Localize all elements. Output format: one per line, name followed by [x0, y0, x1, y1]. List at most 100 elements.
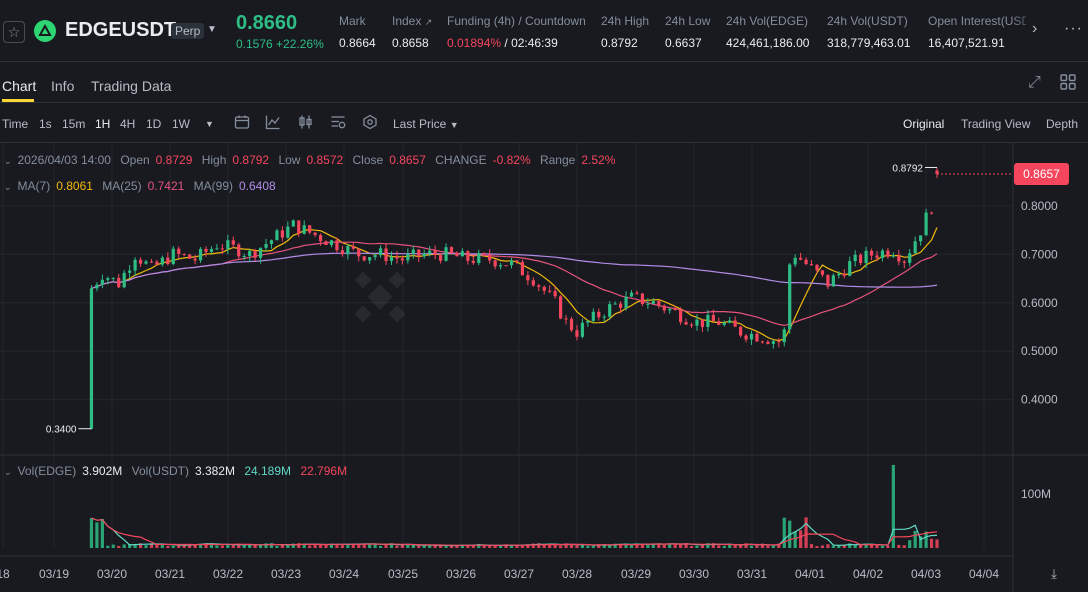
- candle-body-65: [444, 247, 448, 261]
- candle-body-137: [837, 273, 841, 276]
- ohlc-legend: ⌄ 2026/04/03 14:00 Open 0.8729 High 0.8792 …: [4, 153, 621, 167]
- volume-bar-7: [128, 543, 132, 548]
- symbol-dropdown-chevron-down-icon[interactable]: ▼: [207, 24, 217, 35]
- volume-bar-63: [433, 545, 437, 548]
- view-original[interactable]: Original: [903, 117, 945, 131]
- price-type-select[interactable]: Last Price ▼: [393, 117, 459, 131]
- layout-grid-icon[interactable]: [1060, 74, 1076, 94]
- price-axis: 0.8000 0.7000 0.6000 0.5000 0.4000 100M 0.8657: [937, 163, 1069, 501]
- volume-bar-91: [586, 545, 590, 548]
- indicators-icon[interactable]: [265, 114, 281, 133]
- tab-trading-data[interactable]: Trading Data: [91, 78, 172, 94]
- candle-body-63: [433, 250, 437, 256]
- volume-bar-127: [782, 517, 786, 548]
- interval-1h[interactable]: 1H: [95, 117, 111, 131]
- volume-bar-27: [237, 543, 241, 548]
- favorite-star-icon[interactable]: ☆: [3, 21, 25, 43]
- interval-4h[interactable]: 4H: [120, 117, 136, 131]
- funding-rate: 0.01894%: [447, 36, 502, 50]
- chevron-right-icon[interactable]: ›: [1032, 20, 1038, 37]
- interval-1w[interactable]: 1W: [172, 117, 190, 131]
- candle-body-100: [635, 292, 639, 294]
- volume-bar-113: [706, 543, 710, 548]
- candle-body-153: [924, 212, 928, 236]
- volume-bar-114: [711, 543, 715, 548]
- candle-body-66: [449, 247, 454, 253]
- volume-bar-153: [924, 531, 928, 548]
- candle-body-82: [537, 285, 541, 287]
- volume-bar-125: [771, 545, 775, 548]
- candle-body-108: [679, 310, 683, 323]
- candle-body-57: [400, 258, 404, 261]
- index-label[interactable]: Index ↗: [392, 14, 432, 28]
- vol-collapse-chevron-down-icon[interactable]: ⌄: [4, 467, 12, 477]
- candle-body-129: [793, 257, 797, 265]
- interval-dropdown-chevron-down-icon[interactable]: ▼: [205, 119, 214, 129]
- volume-bar-68: [460, 544, 465, 548]
- candle-body-107: [673, 309, 677, 311]
- view-trading-view[interactable]: Trading View: [961, 117, 1031, 131]
- volume-bar-76: [504, 544, 508, 548]
- candle-body-12: [155, 261, 159, 265]
- candle-body-134: [820, 270, 825, 275]
- candle-body-125: [771, 341, 775, 344]
- vol-ma2-value: 22.796M: [300, 464, 348, 478]
- ma-collapse-chevron-down-icon[interactable]: ⌄: [4, 182, 12, 192]
- view-depth[interactable]: Depth: [1046, 117, 1079, 131]
- candle-body-20: [198, 248, 203, 261]
- volume-bar-9: [138, 543, 143, 548]
- volume-bar-94: [602, 544, 606, 548]
- candle-body-32: [264, 244, 268, 248]
- interval-1s[interactable]: 1s: [39, 117, 52, 131]
- volume-bar-13: [160, 543, 164, 548]
- current-price-tag: [1014, 163, 1069, 186]
- chart-background: [0, 143, 1088, 592]
- candle-body-26: [231, 240, 235, 245]
- volume-bar-49: [357, 543, 361, 548]
- interval-1d[interactable]: 1D: [146, 117, 162, 131]
- calendar-icon[interactable]: [234, 114, 250, 133]
- candle-style-icon[interactable]: [298, 114, 314, 133]
- candle-body-46: [340, 250, 344, 255]
- volume-bar-11: [149, 543, 154, 548]
- volume-bar-142: [864, 543, 868, 548]
- volume-bar-57: [400, 544, 404, 548]
- volume-bar-109: [684, 543, 688, 548]
- vol-usdt-label: Vol(USDT): [131, 464, 189, 478]
- time-tick-label-12: 03/30: [679, 567, 709, 581]
- display-settings-icon[interactable]: [362, 114, 378, 133]
- volume-bar-73: [488, 545, 492, 548]
- price-chart[interactable]: 0.8000 0.7000 0.6000 0.5000 0.4000 100M 0.8657…: [0, 143, 1088, 592]
- candle-body-13: [160, 257, 164, 265]
- volume-bar-111: [695, 545, 699, 548]
- volume-bar-117: [728, 543, 732, 548]
- volume-bar-1: [95, 522, 99, 548]
- interval-time[interactable]: Time: [2, 117, 29, 131]
- tab-chart[interactable]: Chart: [2, 78, 37, 94]
- volume-bar-101: [640, 544, 645, 548]
- low-24h-value: 0.6637: [665, 36, 702, 50]
- tab-info[interactable]: Info: [51, 78, 75, 94]
- volume-bar-135: [826, 544, 830, 548]
- expand-icon[interactable]: ⤢: [1028, 74, 1041, 91]
- volume-bar-26: [231, 545, 235, 548]
- interval-15m[interactable]: 15m: [62, 117, 86, 131]
- mark-label: Mark: [339, 14, 366, 28]
- symbol-name[interactable]: EDGEUSDT: [65, 19, 177, 41]
- candle-body-15: [171, 248, 175, 265]
- more-options-icon[interactable]: ···: [1064, 20, 1083, 37]
- price-tick-label-4: 0.4000: [1021, 393, 1058, 407]
- volume-bar-29: [248, 544, 252, 548]
- ma25-label: MA(25): [102, 179, 142, 193]
- legend-open: 0.8729: [155, 153, 193, 167]
- candle-body-10: [144, 261, 148, 264]
- chart-settings-icon[interactable]: [330, 114, 346, 133]
- volume-bar-36: [286, 545, 290, 548]
- volume-bar-132: [809, 544, 814, 548]
- open-interest-label: Open Interest(USDT): [928, 14, 1026, 28]
- legend-collapse-chevron-down-icon[interactable]: ⌄: [4, 156, 12, 166]
- time-tick-label-4: 03/22: [213, 567, 243, 581]
- candle-body-17: [182, 254, 186, 256]
- candle-body-5: [117, 277, 121, 288]
- candle-body-54: [384, 248, 388, 262]
